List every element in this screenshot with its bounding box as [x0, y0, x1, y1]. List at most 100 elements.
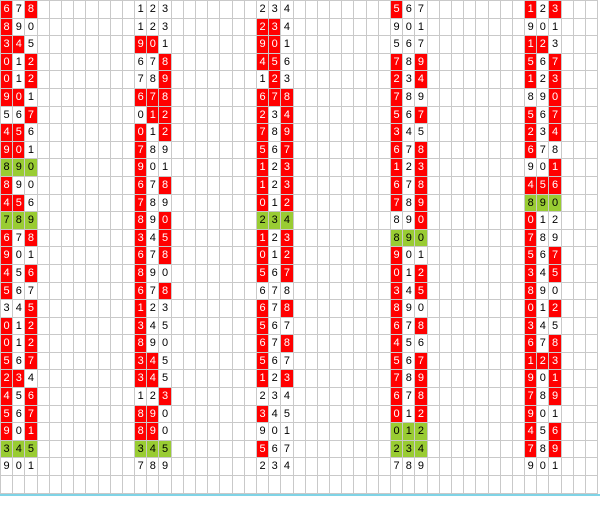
empty-cell: [293, 388, 306, 406]
empty-cell: [488, 1, 501, 19]
empty-cell: [476, 423, 489, 441]
digit-cell: 8: [269, 124, 282, 142]
digit-cell: 5: [1, 282, 14, 301]
empty-cell: [49, 159, 62, 177]
empty-cell: [512, 106, 526, 125]
empty-cell: [220, 18, 233, 37]
empty-cell: [573, 423, 586, 441]
empty-cell: [305, 71, 318, 89]
empty-cell: [122, 352, 136, 371]
empty-cell: [61, 458, 75, 477]
empty-cell: [488, 53, 501, 72]
digit-cell: 7: [269, 335, 282, 353]
empty-cell: [512, 247, 526, 265]
empty-cell: [37, 194, 50, 213]
digit-cell: 9: [147, 423, 160, 441]
empty-cell: [183, 141, 196, 160]
empty-cell: [342, 176, 355, 195]
digit-cell: 1: [13, 335, 26, 353]
digit-cell: 5: [391, 352, 404, 371]
empty-cell: [110, 106, 123, 125]
empty-cell: [573, 405, 586, 424]
empty-cell: [49, 124, 62, 142]
digit-cell: 9: [415, 53, 428, 72]
digit-cell: 4: [281, 212, 294, 230]
empty-cell: [171, 159, 184, 177]
digit-cell: 5: [25, 36, 38, 54]
empty-cell: [366, 141, 379, 160]
empty-cell: [317, 88, 331, 107]
digit-cell: 5: [549, 264, 562, 283]
empty-cell: [86, 124, 99, 142]
digit-cell: 6: [269, 317, 282, 336]
empty-cell: [159, 476, 172, 494]
digit-cell: 6: [549, 423, 562, 441]
empty-cell: [61, 282, 75, 301]
digit-cell: 5: [415, 124, 428, 142]
digit-cell: 0: [159, 212, 172, 230]
empty-cell: [330, 212, 343, 230]
digit-cell: 0: [525, 300, 538, 318]
empty-cell: [244, 440, 257, 459]
empty-cell: [232, 440, 245, 459]
empty-cell: [208, 106, 221, 125]
digit-cell: 9: [391, 18, 404, 37]
empty-cell: [305, 176, 318, 195]
empty-cell: [61, 18, 75, 37]
digit-cell: 5: [525, 106, 538, 125]
empty-cell: [98, 229, 111, 248]
empty-cell: [220, 405, 233, 424]
empty-cell: [220, 440, 233, 459]
digit-cell: 8: [159, 176, 172, 195]
digit-cell: 0: [537, 405, 550, 424]
empty-cell: [196, 352, 209, 371]
empty-cell: [86, 405, 99, 424]
digit-cell: 1: [135, 1, 148, 19]
empty-cell: [317, 1, 331, 19]
digit-cell: 9: [1, 88, 14, 107]
empty-cell: [74, 229, 87, 248]
digit-cell: 8: [25, 229, 38, 248]
digit-cell: 4: [147, 440, 160, 459]
digit-cell: 4: [25, 370, 38, 389]
empty-cell: [37, 106, 50, 125]
empty-cell: [330, 1, 343, 19]
empty-cell: [451, 212, 465, 230]
digit-cell: 4: [537, 317, 550, 336]
empty-cell: [330, 88, 343, 107]
empty-cell: [561, 317, 574, 336]
empty-cell: [13, 476, 26, 494]
empty-cell: [305, 405, 318, 424]
empty-cell: [98, 106, 111, 125]
empty-cell: [573, 53, 586, 72]
digit-cell: 6: [391, 176, 404, 195]
empty-cell: [573, 18, 586, 37]
empty-cell: [98, 405, 111, 424]
empty-cell: [232, 53, 245, 72]
empty-cell: [464, 352, 477, 371]
digit-cell: 2: [159, 106, 172, 125]
empty-cell: [439, 282, 452, 301]
empty-cell: [366, 229, 379, 248]
empty-cell: [98, 36, 111, 54]
empty-cell: [305, 124, 318, 142]
digit-cell: 5: [403, 335, 416, 353]
empty-cell: [305, 229, 318, 248]
empty-cell: [451, 18, 465, 37]
digit-cell: 9: [525, 18, 538, 37]
digit-cell: 6: [525, 335, 538, 353]
empty-cell: [561, 458, 574, 477]
empty-cell: [561, 335, 574, 353]
empty-cell: [464, 36, 477, 54]
empty-cell: [427, 440, 440, 459]
empty-cell: [561, 423, 574, 441]
empty-cell: [464, 71, 477, 89]
empty-cell: [74, 159, 87, 177]
empty-cell: [220, 317, 233, 336]
digit-cell: 5: [525, 53, 538, 72]
empty-cell: [500, 36, 513, 54]
empty-cell: [464, 141, 477, 160]
empty-cell: [561, 124, 574, 142]
empty-cell: [500, 194, 513, 213]
empty-cell: [171, 124, 184, 142]
